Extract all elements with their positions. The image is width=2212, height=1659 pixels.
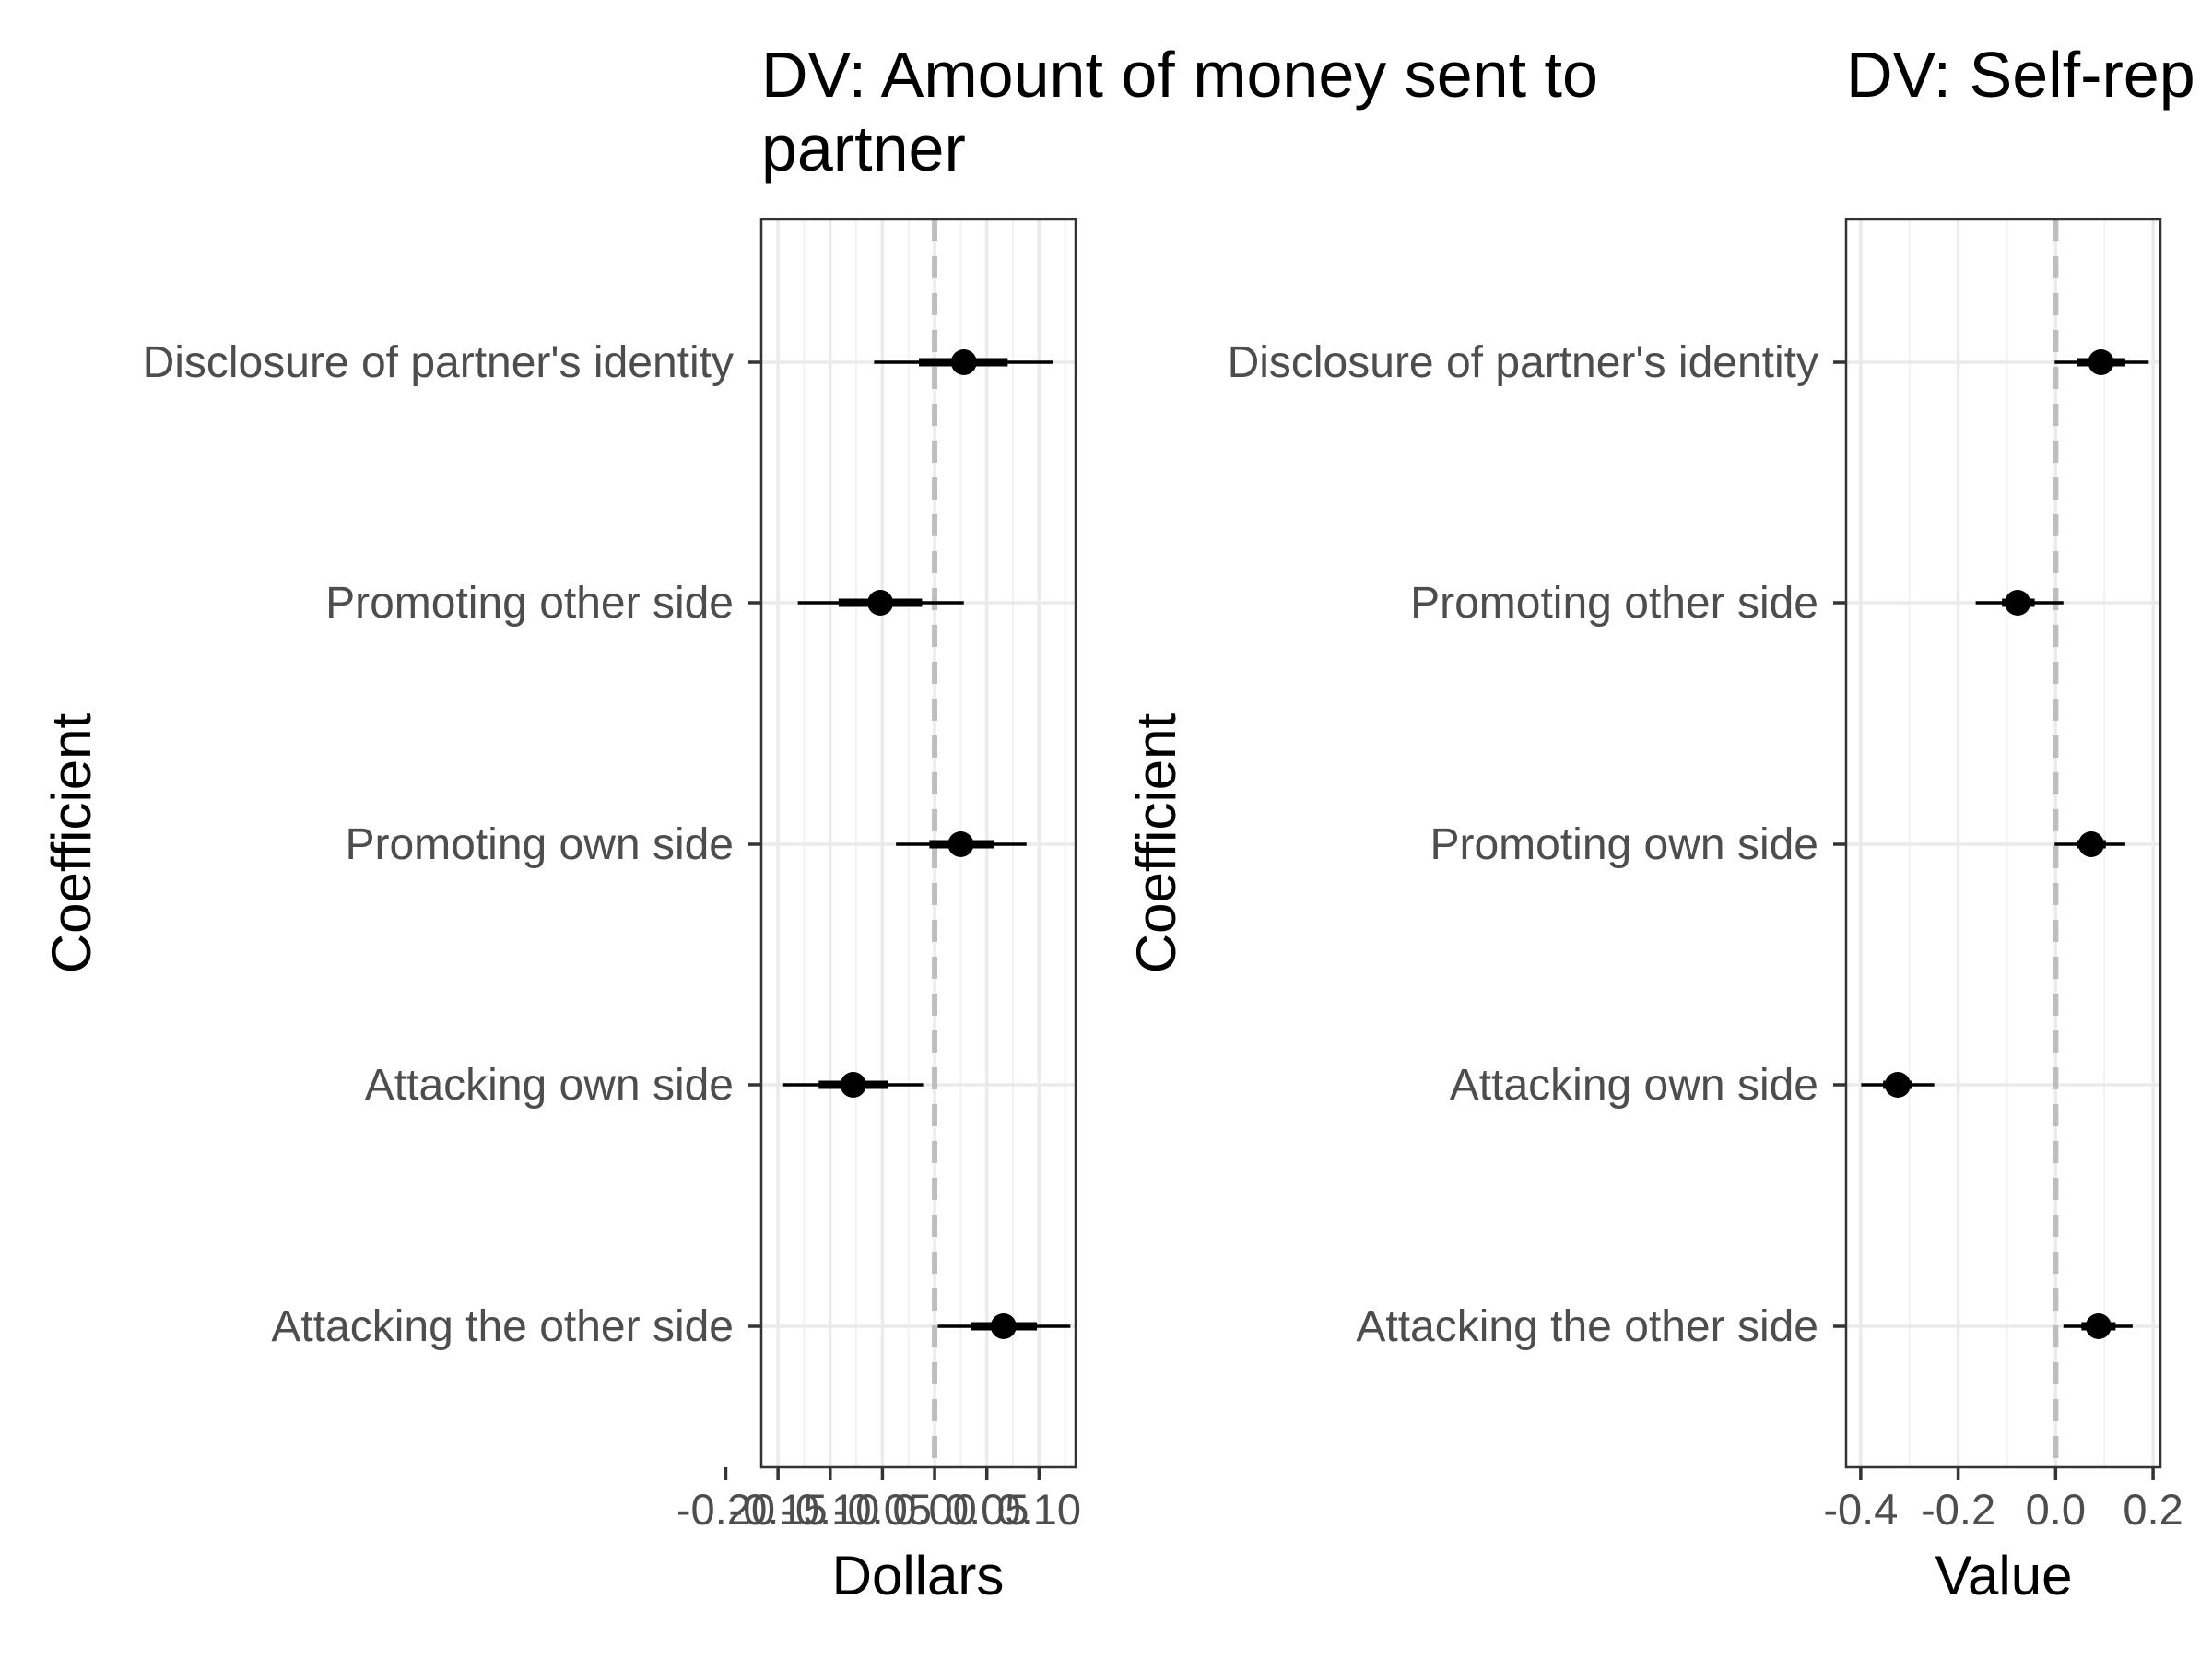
category-label: Attacking the other side [271, 1302, 734, 1351]
panel-2-marks [1861, 349, 2149, 1339]
point-estimate [1885, 1072, 1912, 1098]
coef-2 [2054, 831, 2125, 857]
coef-3 [1861, 1072, 1935, 1098]
coef-1 [797, 590, 964, 616]
x-tick-label: -0.10 [781, 1485, 879, 1534]
category-label: Promoting other side [325, 579, 734, 628]
panel-1-x-axis: -0.20-0.15-0.10-0.050.000.050.10 [677, 1467, 1081, 1534]
panel-2-x-axis-title: Value [1935, 1545, 2072, 1606]
coef-2 [896, 831, 1027, 857]
coef-3 [782, 1072, 924, 1098]
x-tick-label: -0.20 [677, 1485, 775, 1534]
category-label: Promoting own side [345, 820, 734, 869]
panel-2-x-axis: -0.4 -0.2 0.0 0.2 [1823, 1467, 2183, 1534]
point-estimate [2077, 831, 2104, 857]
point-estimate [2005, 590, 2031, 616]
category-label: Attacking own side [1450, 1061, 1818, 1110]
panel-2-title: DV: Self-rep [1846, 39, 2195, 111]
point-estimate [947, 831, 974, 857]
category-label: Attacking the other side [1356, 1302, 1818, 1351]
panel-money-sent: DV: Amount of money sent to partner Discl… [41, 39, 1598, 1606]
point-estimate [2085, 1313, 2112, 1339]
panel-1-x-axis-title: Dollars [832, 1545, 1005, 1606]
point-estimate [990, 1313, 1017, 1339]
panel-2-y-axis: Disclosure of partner's identity Promotin… [1228, 338, 1846, 1351]
category-label: Disclosure of partner's identity [143, 338, 734, 387]
point-estimate [2088, 349, 2114, 375]
title-line: partner [761, 112, 966, 184]
x-tick-label: 0.10 [997, 1485, 1081, 1534]
x-tick-label: -0.4 [1823, 1485, 1898, 1534]
panel-1-y-axis: Disclosure of partner's identity Promotin… [143, 338, 761, 1351]
category-label: Attacking own side [365, 1061, 734, 1110]
point-estimate [867, 590, 894, 616]
title-line: DV: Self-rep [1846, 39, 2195, 111]
panel-2-y-axis-title: Coefficient [1125, 712, 1187, 973]
x-tick-label: 0.00 [892, 1485, 976, 1534]
x-tick-label: 0.2 [2123, 1485, 2183, 1534]
x-tick-label: -0.05 [833, 1485, 932, 1534]
category-label: Promoting own side [1430, 820, 1818, 869]
x-tick-label: 0.0 [2026, 1485, 2086, 1534]
point-estimate [840, 1072, 866, 1098]
coef-4 [2063, 1313, 2133, 1339]
panel-1-title: DV: Amount of money sent to partner [761, 39, 1598, 184]
x-tick-label: -0.15 [729, 1485, 828, 1534]
category-label: Disclosure of partner's identity [1228, 338, 1818, 387]
point-estimate [950, 349, 977, 375]
coef-4 [937, 1313, 1071, 1339]
panel-1-y-axis-title: Coefficient [41, 712, 102, 973]
coef-1 [1975, 590, 2064, 616]
coef-0 [874, 349, 1053, 375]
x-tick-label: -0.2 [1921, 1485, 1995, 1534]
panel-1-marks [782, 349, 1071, 1339]
category-label: Promoting other side [1410, 579, 1818, 628]
panel-self-rep: DV: Self-rep Disclosure of partner's ide… [1125, 39, 2195, 1606]
coef-0 [2054, 349, 2149, 375]
title-line: DV: Amount of money sent to [761, 39, 1598, 111]
x-tick-label: 0.05 [945, 1485, 1029, 1534]
